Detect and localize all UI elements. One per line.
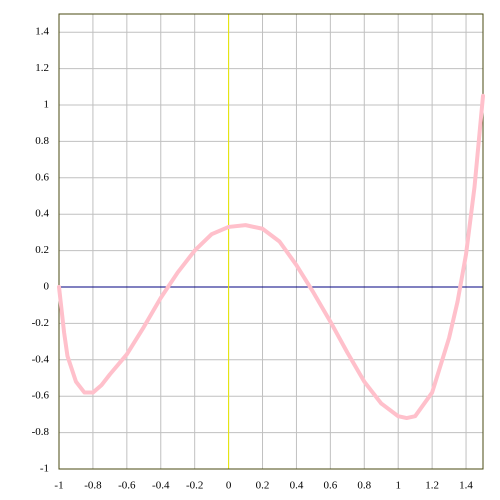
x-tick-label: -1: [54, 480, 63, 492]
y-tick-label: -1: [40, 463, 49, 475]
y-tick-label: -0.8: [32, 426, 50, 438]
y-tick-label: 0: [44, 281, 50, 293]
x-tick-label: 0: [226, 480, 232, 492]
y-tick-label: 0.2: [35, 244, 49, 256]
x-tick-label: -0.4: [152, 480, 170, 492]
y-tick-label: 1.2: [35, 62, 49, 74]
x-tick-label: 0.4: [290, 480, 304, 492]
plot-frame: [58, 13, 484, 470]
data-line: [57, 93, 485, 421]
y-tick-label: -0.4: [32, 353, 50, 365]
x-tick-label: 0.2: [256, 480, 270, 492]
x-tick-label: 0.8: [357, 480, 371, 492]
y-tick-label: 1.4: [35, 26, 49, 38]
y-tick-label: 0.8: [35, 135, 49, 147]
x-tick-label: 0.6: [323, 480, 337, 492]
y-tick-label: 0.6: [35, 171, 49, 183]
x-tick-label: -0.8: [84, 480, 102, 492]
y-tick-label: 1: [44, 99, 50, 111]
x-tick-label: 1: [395, 480, 401, 492]
x-tick-label: -0.2: [186, 480, 203, 492]
y-tick-label: -0.2: [32, 317, 49, 329]
x-tick-label: 1.2: [425, 480, 439, 492]
x-tick-label: -0.6: [118, 480, 136, 492]
y-tick-label: 0.4: [35, 208, 49, 220]
y-tick-label: -0.6: [32, 390, 50, 402]
x-tick-label: 1.4: [459, 480, 473, 492]
